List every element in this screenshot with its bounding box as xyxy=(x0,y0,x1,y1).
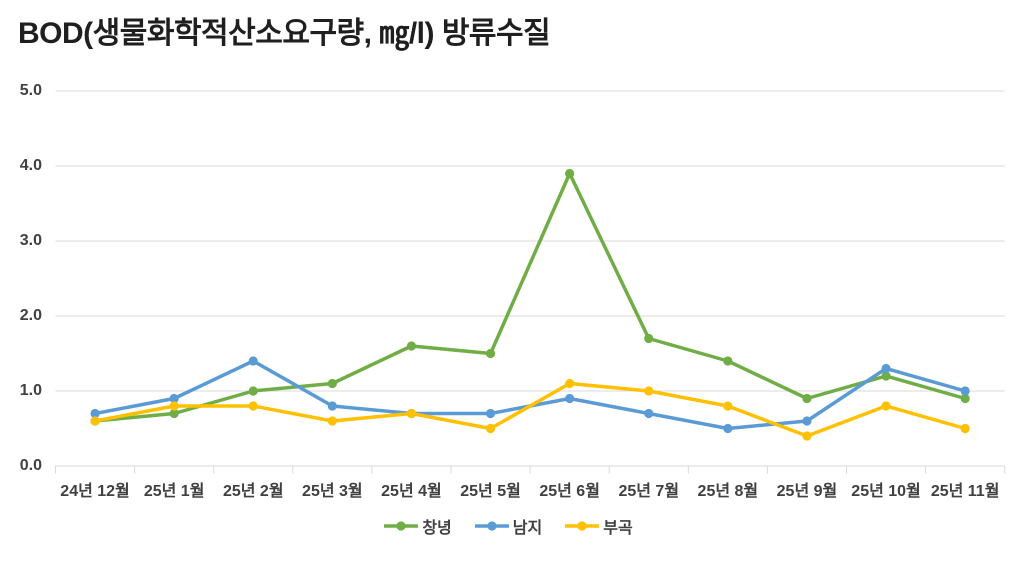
data-point-부곡 xyxy=(248,401,258,411)
data-point-남지 xyxy=(960,386,970,396)
data-point-부곡 xyxy=(881,401,891,411)
data-point-창녕 xyxy=(169,408,179,419)
data-point-창녕 xyxy=(485,348,496,359)
data-point-남지 xyxy=(881,363,891,374)
data-point-부곡 xyxy=(327,416,337,426)
data-point-부곡 xyxy=(960,423,970,434)
data-point-남지 xyxy=(723,423,733,434)
data-point-창녕 xyxy=(248,386,258,396)
y-tick-label: 1.0 xyxy=(19,382,42,399)
y-tick-label: 0.0 xyxy=(19,457,42,474)
chart-title: BOD(생물화학적산소요구량, ㎎/l) 방류수질 xyxy=(18,17,551,50)
data-point-부곡 xyxy=(802,431,812,441)
data-point-창녕 xyxy=(565,168,575,179)
x-tick-label: 25년 5월 xyxy=(460,483,521,500)
x-tick-label: 25년 11월 xyxy=(930,483,1000,500)
data-point-남지 xyxy=(90,408,100,419)
data-point-남지 xyxy=(169,393,179,404)
legend-marker-icon xyxy=(565,521,600,531)
legend-label: 창녕 xyxy=(422,520,452,537)
data-point-창녕 xyxy=(960,393,970,404)
data-point-남지 xyxy=(802,416,812,426)
data-point-부곡 xyxy=(485,423,496,434)
y-tick-label: 5.0 xyxy=(19,82,42,99)
data-point-남지 xyxy=(485,408,496,419)
data-point-남지 xyxy=(327,401,337,411)
data-point-부곡 xyxy=(644,386,654,396)
x-tick-label: 25년 9월 xyxy=(776,483,838,500)
series-line-부곡 xyxy=(93,381,967,438)
x-tick-label: 25년 10월 xyxy=(851,483,921,500)
data-point-창녕 xyxy=(406,341,417,351)
x-tick-label: 25년 1월 xyxy=(143,483,205,500)
y-tick-label: 4.0 xyxy=(19,157,42,174)
data-point-남지 xyxy=(565,393,575,404)
data-point-창녕 xyxy=(881,371,891,381)
legend-label: 남지 xyxy=(512,520,543,537)
data-point-부곡 xyxy=(723,401,733,411)
legend-marker-icon xyxy=(384,521,419,531)
data-point-부곡 xyxy=(406,408,417,419)
x-tick-label: 25년 6월 xyxy=(539,483,600,500)
series-line-창녕 xyxy=(93,171,967,423)
x-tick-label: 25년 2월 xyxy=(222,483,284,500)
y-tick-label: 2.0 xyxy=(19,307,42,324)
legend-marker-icon xyxy=(474,521,509,531)
x-tick-label: 25년 7월 xyxy=(618,483,680,500)
legend-item-남지: 남지 xyxy=(474,514,542,538)
x-tick-label: 25년 3월 xyxy=(302,483,363,500)
legend-item-부곡: 부곡 xyxy=(564,514,633,538)
data-point-창녕 xyxy=(723,356,733,366)
data-point-창녕 xyxy=(327,378,337,389)
x-tick-label: 25년 4월 xyxy=(381,483,442,500)
data-point-창녕 xyxy=(644,333,654,344)
data-point-부곡 xyxy=(90,416,100,426)
x-tick-label: 25년 8월 xyxy=(697,483,759,500)
x-tick-label: 24년 12월 xyxy=(60,483,130,500)
data-point-창녕 xyxy=(802,393,812,404)
y-tick-label: 3.0 xyxy=(19,232,42,249)
series-line-남지 xyxy=(93,359,967,431)
legend-item-창녕: 창녕 xyxy=(383,514,452,538)
data-point-남지 xyxy=(644,408,654,419)
data-point-남지 xyxy=(248,356,258,366)
data-point-부곡 xyxy=(565,378,575,389)
legend: 창녕 남지 부곡 xyxy=(0,514,1016,538)
legend-label: 부곡 xyxy=(603,520,633,537)
data-point-부곡 xyxy=(169,401,179,411)
